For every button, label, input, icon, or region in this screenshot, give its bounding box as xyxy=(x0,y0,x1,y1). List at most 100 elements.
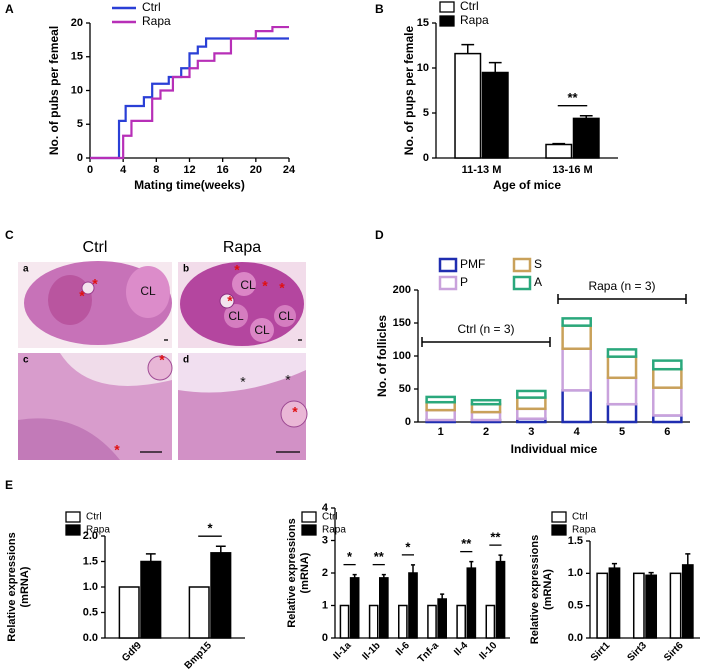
follicle xyxy=(219,293,235,309)
y-axis-label: Relative expressions xyxy=(6,532,18,641)
legend-label: Ctrl xyxy=(460,0,479,13)
tissue xyxy=(126,266,170,318)
x-tick-label: Tnf-a xyxy=(416,640,441,665)
bar-segment xyxy=(561,324,592,350)
bar xyxy=(379,577,389,639)
x-tick-label: 0 xyxy=(87,164,93,176)
image-label: d xyxy=(183,355,189,366)
micrograph-images xyxy=(18,261,308,460)
error-bar xyxy=(498,554,503,562)
legend-swatch xyxy=(439,15,455,27)
legend-label: Rapa xyxy=(460,13,489,27)
x-tick-label: 8 xyxy=(153,164,159,176)
y-tick-label: 15 xyxy=(71,51,83,63)
error-bar xyxy=(488,61,502,73)
significance-label: ** xyxy=(374,549,385,564)
tissue xyxy=(178,353,306,393)
bar xyxy=(454,52,482,159)
error-bar xyxy=(648,571,654,576)
error-bar xyxy=(611,562,618,569)
legend-swatch xyxy=(512,257,532,273)
x-tick-label: 20 xyxy=(250,164,262,176)
x-tick-label: Gdf9 xyxy=(120,640,144,664)
bar-segment xyxy=(652,359,683,371)
y-tick-label: 1.5 xyxy=(568,535,583,547)
y-axis-label: (mRNA) xyxy=(299,552,311,593)
panel-label: E xyxy=(5,478,13,492)
y-tick-label: 2.0 xyxy=(83,530,98,542)
bar-segment xyxy=(606,348,638,358)
x-axis-label: Mating time(weeks) xyxy=(134,178,245,192)
x-tick-label: Il-10 xyxy=(477,640,499,662)
follicle xyxy=(147,355,173,381)
error-bar xyxy=(410,564,416,573)
x-tick-label: Il-1a xyxy=(332,640,354,662)
error-bar xyxy=(685,553,691,565)
image-annotation: * xyxy=(234,262,240,278)
x-axis-label: Age of mice xyxy=(493,178,561,192)
bar-segment xyxy=(561,389,592,424)
y-tick-label: 1.0 xyxy=(568,567,583,579)
bar-segment xyxy=(652,367,683,389)
legend-swatch xyxy=(65,524,81,536)
bar xyxy=(210,552,232,639)
y-tick-label: 10 xyxy=(71,84,83,96)
bar-segment xyxy=(561,317,592,327)
bar xyxy=(608,567,621,639)
group-label: Ctrl (n = 3) xyxy=(457,322,514,336)
group-bracket xyxy=(557,294,687,304)
image-annotation: CL xyxy=(240,278,256,292)
y-tick-label: 1 xyxy=(322,599,328,611)
legend-label: Ctrl xyxy=(572,512,588,523)
x-axis-label: Individual mice xyxy=(511,442,598,456)
significance-label: ** xyxy=(490,530,501,545)
significance-label: ** xyxy=(567,90,578,105)
corpus-luteum xyxy=(274,305,296,327)
image-annotation: CL xyxy=(140,284,156,298)
legend-label: Rapa xyxy=(142,14,171,28)
bar-segment xyxy=(606,402,638,424)
legend-swatch xyxy=(438,257,458,273)
image-annotation: * xyxy=(227,293,233,309)
y-tick-label: 4 xyxy=(322,502,329,514)
legend-swatch xyxy=(301,511,317,523)
bar-segment xyxy=(516,407,547,420)
panel-label: C xyxy=(5,228,14,242)
group-label: Rapa (n = 3) xyxy=(588,279,655,293)
y-axis-label: No. of follicles xyxy=(375,315,389,397)
image-annotation: * xyxy=(285,372,291,388)
x-tick-label: 5 xyxy=(619,426,625,438)
series-line xyxy=(90,25,289,160)
bar-segment xyxy=(516,389,547,399)
y-tick-label: 50 xyxy=(399,383,411,395)
image-annotation: CL xyxy=(228,309,244,323)
x-tick-label: 16 xyxy=(217,164,229,176)
bar-segment xyxy=(470,398,502,406)
significance-label: * xyxy=(405,539,411,554)
tissue xyxy=(60,353,172,386)
error-bar xyxy=(461,43,475,54)
legend-label: Ctrl xyxy=(322,512,338,523)
y-axis-label: (mRNA) xyxy=(19,566,31,607)
bar xyxy=(349,577,360,639)
x-tick-label: 13-16 M xyxy=(552,164,592,176)
bar xyxy=(118,586,140,639)
y-tick-label: 150 xyxy=(393,317,411,329)
bar xyxy=(408,572,418,639)
y-axis-label: (mRNA) xyxy=(542,569,554,610)
x-tick-label: 12 xyxy=(183,164,195,176)
y-tick-label: 1.5 xyxy=(83,555,98,567)
significance-label: * xyxy=(347,549,353,564)
tissue xyxy=(48,275,92,325)
corpus-luteum xyxy=(224,304,248,328)
legend-label: Rapa xyxy=(322,525,346,536)
x-tick-label: Sirt3 xyxy=(625,640,649,664)
bar-segment xyxy=(561,347,592,392)
image-label: c xyxy=(23,355,29,366)
x-tick-label: Il-1b xyxy=(360,640,382,662)
x-tick-label: Bmp15 xyxy=(183,640,215,670)
bar xyxy=(339,604,350,639)
bar xyxy=(572,117,600,159)
image-label: b xyxy=(183,264,189,275)
